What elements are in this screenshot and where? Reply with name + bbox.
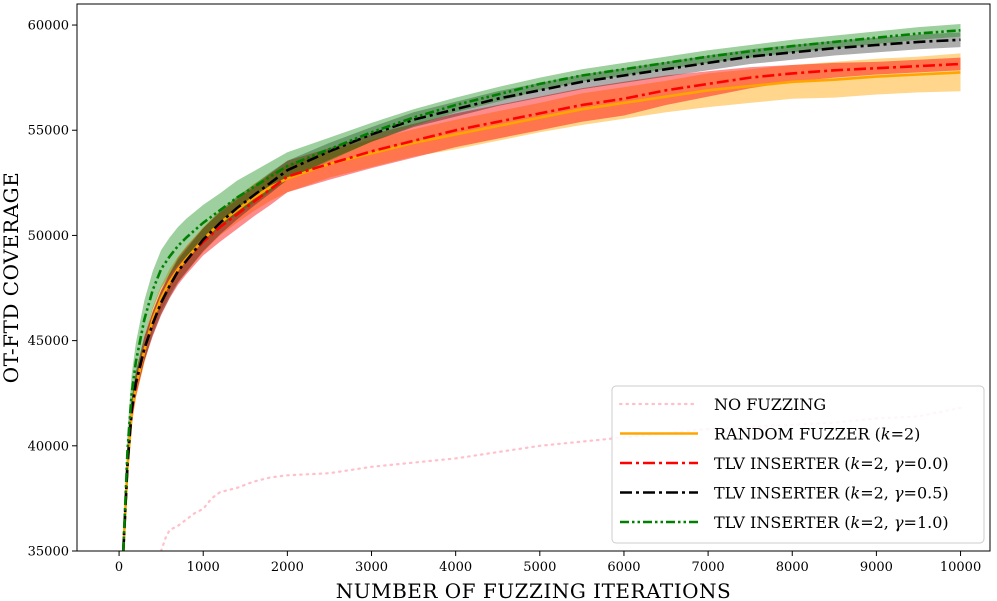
- legend-entry-3: TLV INSERTER (k=2, γ=0.5): [714, 484, 949, 503]
- y-axis-label: OT-FTD COVERAGE: [0, 172, 23, 384]
- y-tick-label: 35000: [28, 545, 69, 560]
- x-tick-label: 9000: [860, 560, 893, 575]
- y-tick-label: 55000: [28, 124, 69, 139]
- plot-frame: [76, 3, 991, 552]
- x-tick-label: 2000: [271, 560, 304, 575]
- x-axis-ticks: 0 1000 2000 3000 4000 5000 6000 7000 8000 9000 100…: [115, 551, 981, 575]
- x-tick-label: 8000: [776, 560, 809, 575]
- x-tick-label: 6000: [607, 560, 640, 575]
- line-series-4: [122, 29, 961, 551]
- x-tick-label: 4000: [439, 560, 472, 575]
- legend-entry-0: NO FUZZING: [714, 395, 826, 414]
- y-tick-label: 40000: [28, 439, 69, 454]
- x-tick-label: 5000: [523, 560, 556, 575]
- x-tick-label: 7000: [692, 560, 725, 575]
- x-tick-label: 3000: [355, 560, 388, 575]
- legend-entry-4: TLV INSERTER (k=2, γ=1.0): [714, 513, 949, 532]
- legend-entry-1: RANDOM FUZZER (k=2): [714, 425, 920, 444]
- x-axis-label: NUMBER OF FUZZING ITERATIONS: [336, 579, 732, 601]
- legend-entry-2: TLV INSERTER (k=2, γ=0.0): [714, 454, 949, 473]
- legend: NO FUZZING RANDOM FUZZER (k=2) TLV INSERTE…: [611, 385, 985, 544]
- band-series-4: [123, 24, 961, 551]
- y-tick-label: 45000: [28, 334, 69, 349]
- line-series-3: [122, 38, 961, 551]
- x-tick-label: 1000: [187, 560, 220, 575]
- series-lines: [122, 29, 962, 551]
- y-tick-label: 60000: [28, 19, 69, 34]
- y-axis-ticks: 35000 40000 45000 50000 55000 60000: [28, 19, 77, 560]
- confidence-bands: [123, 24, 961, 551]
- x-tick-label: 10000: [940, 560, 981, 575]
- legend-box: [611, 385, 985, 544]
- x-tick-label: 0: [115, 560, 123, 575]
- y-tick-label: 50000: [28, 229, 69, 244]
- line-series-0: [160, 406, 962, 551]
